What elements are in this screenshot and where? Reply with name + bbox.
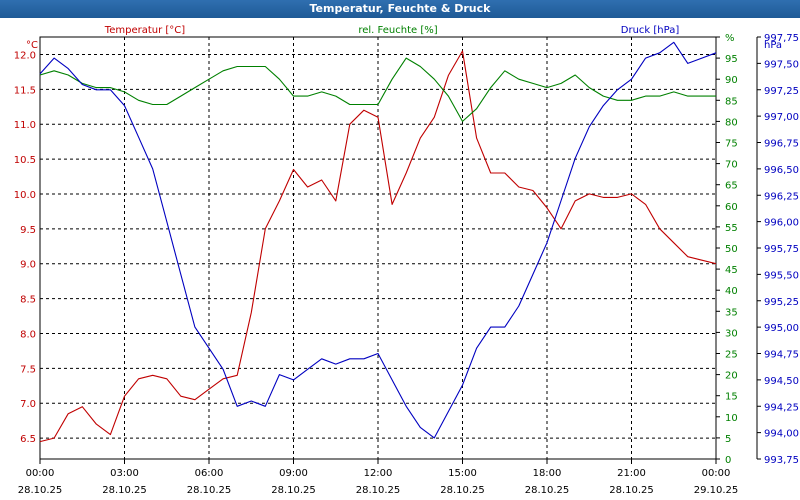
hum-tick-label: 30 (725, 328, 738, 339)
press-tick-label: 996,00 (764, 218, 799, 229)
press-tick-label: 994,00 (764, 429, 799, 440)
hum-tick-label: 70 (725, 160, 738, 171)
temp-tick-label: 7.0 (20, 399, 36, 410)
press-tick-label: 995,25 (764, 297, 799, 308)
temp-tick-label: 11.5 (14, 85, 36, 96)
x-tick-date: 28.10.25 (271, 485, 316, 496)
temp-tick-label: 9.0 (20, 260, 36, 271)
temp-tick-label: 10.0 (14, 190, 36, 201)
press-tick-label: 995,50 (764, 270, 799, 281)
press-series-line (39, 41, 717, 439)
hum-tick-label: 10 (725, 413, 738, 424)
hum-tick-label: 5 (725, 434, 731, 445)
hum-tick-label: 55 (725, 223, 738, 234)
x-tick-date: 28.10.25 (356, 485, 401, 496)
grid-lines (40, 37, 716, 459)
chart: 00:00 28.10.25 03:00 28.10.25 06:00 28.10.25 0… (14, 25, 799, 496)
humidity-axis-labels: 0 5 10 15 20 25 30 35 40 45 50 55 60 65 70 75 80 85 90 95% (716, 33, 738, 466)
press-tick-label: 995,00 (764, 323, 799, 334)
press-tick-label: 995,75 (764, 244, 799, 255)
temp-series-line (39, 50, 717, 443)
hum-series-line (39, 57, 716, 122)
x-tick-time: 00:00 (26, 468, 55, 479)
x-axis-labels: 00:00 28.10.25 03:00 28.10.25 06:00 28.10.25 0… (18, 459, 739, 496)
x-tick-date: 28.10.25 (187, 485, 232, 496)
press-tick-label: 996,75 (764, 139, 799, 150)
press-tick-label: 994,75 (764, 350, 799, 361)
x-tick-date: 29.10.25 (694, 485, 739, 496)
temp-tick-label: 8.5 (20, 295, 36, 306)
temp-tick-label: 8.0 (20, 329, 36, 340)
hum-tick-label: 80 (725, 117, 738, 128)
hum-tick-label: 75 (725, 139, 738, 150)
hum-tick-label: 65 (725, 181, 738, 192)
x-tick-time: 21:00 (617, 468, 646, 479)
x-tick-time: 12:00 (364, 468, 393, 479)
hum-tick-label: % (725, 33, 735, 44)
x-tick-date: 28.10.25 (609, 485, 654, 496)
legend-press: Druck [hPa] (621, 25, 680, 36)
press-tick-label: 996,25 (764, 191, 799, 202)
x-tick-time: 00:00 (702, 468, 731, 479)
x-tick-date: 28.10.25 (18, 485, 63, 496)
x-tick-time: 06:00 (195, 468, 224, 479)
press-unit-label: hPa (764, 40, 782, 51)
press-tick-label: 997,25 (764, 86, 799, 97)
x-tick-time: 18:00 (533, 468, 562, 479)
press-tick-label: 994,50 (764, 376, 799, 387)
hum-tick-label: 95 (725, 54, 738, 65)
legend-temp: Temperatur [°C] (104, 25, 185, 36)
hum-tick-label: 15 (725, 392, 738, 403)
hum-tick-label: 90 (725, 75, 738, 86)
x-tick-time: 15:00 (448, 468, 477, 479)
x-tick-date: 28.10.25 (525, 485, 570, 496)
hum-tick-label: 40 (725, 286, 738, 297)
press-tick-label: 993,75 (764, 455, 799, 466)
hum-tick-label: 35 (725, 307, 738, 318)
press-tick-label: 997,75 (764, 33, 799, 44)
hum-tick-label: 20 (725, 371, 738, 382)
temp-tick-label: 12.0 (14, 50, 36, 61)
hum-tick-label: 45 (725, 265, 738, 276)
x-tick-date: 28.10.25 (102, 485, 147, 496)
x-tick-time: 03:00 (110, 468, 139, 479)
temp-tick-label: 7.5 (20, 364, 36, 375)
temp-unit-label: °C (26, 40, 38, 51)
press-tick-label: 997,50 (764, 59, 799, 70)
legend-hum: rel. Feuchte [%] (358, 25, 437, 36)
press-tick-label: 996,50 (764, 165, 799, 176)
temp-tick-label: 9.5 (20, 225, 36, 236)
hum-tick-label: 25 (725, 350, 738, 361)
window-title: Temperatur, Feuchte & Druck (0, 0, 800, 18)
press-tick-label: 994,25 (764, 402, 799, 413)
hum-tick-label: 50 (725, 244, 738, 255)
press-tick-label: 997,00 (764, 112, 799, 123)
temp-tick-label: 11.0 (14, 120, 36, 131)
hum-tick-label: 0 (725, 455, 731, 466)
temperature-axis-labels: 6.5 7.0 7.5 8.0 8.5 9.0 9.5 10.0 10.5 11.0 11.5 12.… (14, 50, 36, 445)
temp-tick-label: 6.5 (20, 434, 36, 445)
x-tick-date: 28.10.25 (440, 485, 485, 496)
hum-tick-label: 60 (725, 202, 738, 213)
series-lines (39, 41, 717, 443)
pressure-axis-labels: 993,75 994,00 994,25 994,50 994,75 995,00 995,… (756, 33, 799, 466)
x-tick-time: 09:00 (279, 468, 308, 479)
temp-tick-label: 10.5 (14, 155, 36, 166)
hum-tick-label: 85 (725, 96, 738, 107)
